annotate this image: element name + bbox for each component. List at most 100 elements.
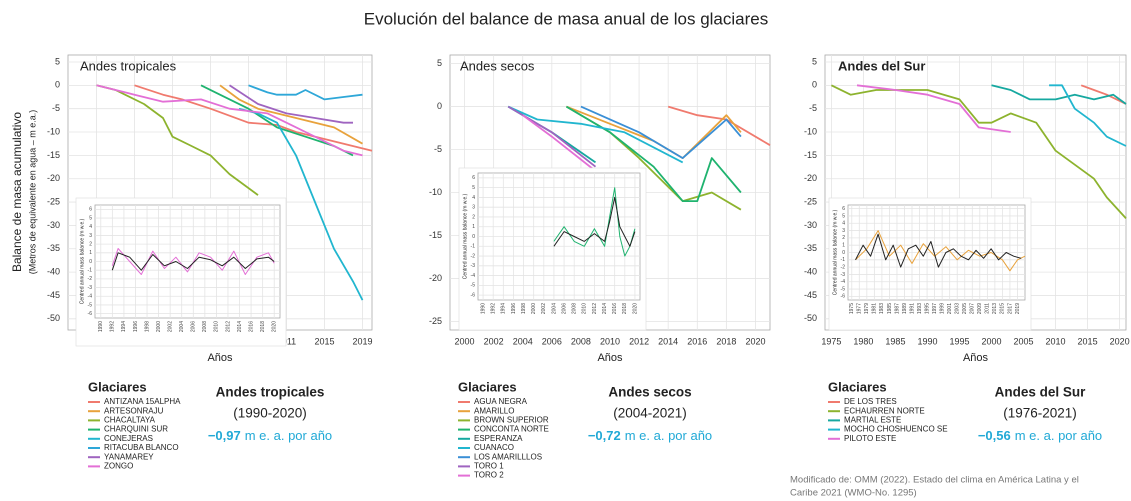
x-tick-label: 2002: [484, 336, 504, 346]
x-axis-label: Años: [963, 352, 989, 364]
series-line: [219, 84, 363, 145]
series-line: [96, 84, 363, 157]
x-tick-label: 2005: [1014, 336, 1034, 346]
summary-period: (2004-2021): [613, 406, 687, 421]
inset-x-tick-label: 1990: [480, 303, 486, 314]
inset-line: [111, 252, 275, 271]
inset-x-tick-label: 1987: [894, 303, 900, 314]
inset-x-tick-label: 1998: [521, 303, 527, 314]
inset-x-tick-label: 2006: [191, 321, 197, 332]
inset-x-tick-label: 2016: [248, 321, 254, 332]
inset-x-tick-label: 2003: [955, 303, 961, 314]
inset-y-tick-label: 4: [472, 195, 475, 201]
inset-x-tick-label: 2004: [179, 321, 185, 332]
inset-x-tick-label: 2001: [947, 303, 953, 314]
series-line: [238, 107, 364, 301]
series-line: [248, 84, 363, 101]
inset-x-tick-label: 2014: [237, 321, 243, 332]
y-tick-label: -30: [804, 220, 817, 230]
inset-y-tick-label: -5: [471, 283, 476, 289]
legend-label: ZONGO: [104, 462, 133, 471]
inset-x-tick-label: 1992: [110, 321, 116, 332]
series-line: [1080, 84, 1127, 105]
legend-title: Glaciares: [88, 379, 147, 394]
inset-y-tick-label: 0: [842, 250, 845, 256]
legend-label: BROWN SUPERIOR: [474, 416, 549, 425]
inset-y-tick-label: -3: [88, 285, 93, 291]
inset-x-tick-label: 1990: [98, 321, 104, 332]
legend-title: Glaciares: [458, 379, 517, 394]
inset-y-axis-label: Centred annual mass balance (m w.e.): [79, 218, 85, 304]
x-tick-label: 1990: [917, 336, 937, 346]
x-tick-label: 2020: [1110, 336, 1130, 346]
x-tick-label: 2020: [745, 336, 765, 346]
inset-x-tick-label: 2019: [1015, 303, 1021, 314]
inset-x-tick-label: 1996: [511, 303, 517, 314]
y-tick-label: 0: [437, 101, 442, 111]
summary-region: Andes del Sur: [995, 385, 1087, 400]
inset-y-tick-label: -5: [841, 286, 846, 292]
y-tick-label: -35: [47, 243, 60, 253]
inset-line: [855, 230, 1026, 272]
inset-x-tick-label: 2005: [962, 303, 968, 314]
y-tick-label: -5: [52, 103, 60, 113]
series-line: [991, 84, 1127, 105]
inset-x-tick-label: 1993: [917, 303, 923, 314]
inset-x-tick-label: 2012: [592, 303, 598, 314]
summary-rate: −0,56 m e. a. por año: [978, 428, 1102, 443]
x-tick-label: 2010: [1046, 336, 1066, 346]
inset-y-tick-label: 2: [472, 214, 475, 220]
y-tick-label: -50: [804, 313, 817, 323]
x-tick-label: 1975: [821, 336, 841, 346]
inset-x-tick-label: 2010: [582, 303, 588, 314]
inset-y-tick-label: -5: [88, 302, 93, 308]
inset-x-tick-label: 2002: [167, 321, 173, 332]
inset-y-tick-label: 1: [89, 250, 92, 256]
inset-x-tick-label: 1989: [902, 303, 908, 314]
series-line: [856, 84, 1011, 133]
inset-x-tick-label: 2012: [225, 321, 231, 332]
x-tick-label: 1980: [853, 336, 873, 346]
y-tick-label: 5: [437, 58, 442, 68]
y-tick-label: 0: [812, 80, 817, 90]
inset-y-tick-label: 1: [842, 243, 845, 249]
y-tick-label: -25: [429, 316, 442, 326]
y-tick-label: -35: [804, 243, 817, 253]
legend-label: CONEJERAS: [104, 434, 153, 443]
inset-y-tick-label: 3: [842, 228, 845, 234]
y-tick-label: -45: [47, 290, 60, 300]
legend-label: MARTIAL ESTE: [844, 416, 901, 425]
inset-x-tick-label: 2015: [1000, 303, 1006, 314]
series-line: [1049, 84, 1127, 147]
rate-unit: m e. a. por año: [625, 428, 712, 443]
source-note: Modificado de: OMM (2022). Estado del cl…: [790, 475, 1079, 486]
y-tick-label: -10: [804, 126, 817, 136]
legend-label: PILOTO ESTE: [844, 434, 896, 443]
inset-y-tick-label: -2: [471, 253, 476, 259]
x-axis-label: Años: [207, 352, 233, 364]
inset-x-tick-label: 1994: [121, 321, 127, 332]
y-tick-label: -30: [47, 220, 60, 230]
series-line: [522, 114, 597, 172]
inset-x-tick-label: 2006: [561, 303, 567, 314]
series-line: [229, 84, 353, 124]
x-tick-label: 2004: [513, 336, 533, 346]
inset-x-tick-label: 1979: [864, 303, 870, 314]
rate-value: −0,97: [208, 428, 241, 443]
inset-x-tick-label: 2008: [572, 303, 578, 314]
inset-y-axis-label: Centred annual mass balance (m w.e.): [462, 193, 468, 279]
rate-value: −0,56: [978, 428, 1011, 443]
panel-title: Andes del Sur: [838, 58, 925, 73]
inset-x-tick-label: 2017: [1007, 303, 1013, 314]
y-tick-label: -5: [434, 144, 442, 154]
inset-y-tick-label: -1: [841, 257, 846, 263]
inset-x-tick-label: 2018: [260, 321, 266, 332]
inset-x-tick-label: 2016: [612, 303, 618, 314]
panel-title: Andes tropicales: [80, 58, 177, 73]
legend-label: YANAMAREY: [104, 452, 154, 461]
inset-y-tick-label: 5: [472, 185, 475, 191]
legend-label: LOS AMARILLLOS: [474, 452, 542, 461]
y-tick-label: -15: [804, 150, 817, 160]
inset-y-tick-label: 0: [472, 234, 475, 240]
